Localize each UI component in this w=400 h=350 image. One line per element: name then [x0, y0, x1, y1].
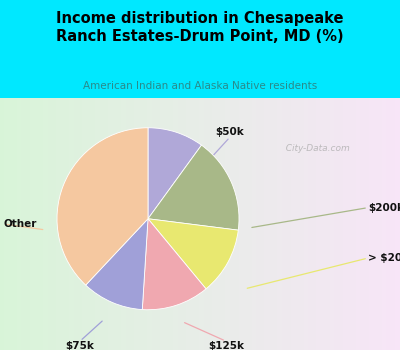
Wedge shape: [148, 128, 202, 219]
Text: $125k: $125k: [208, 341, 244, 350]
Text: > $200k: > $200k: [368, 253, 400, 263]
Wedge shape: [148, 219, 238, 289]
Text: $200k: $200k: [368, 203, 400, 212]
Text: City-Data.com: City-Data.com: [280, 144, 350, 153]
Wedge shape: [86, 219, 148, 309]
Wedge shape: [142, 219, 206, 310]
Wedge shape: [57, 128, 148, 285]
Text: Income distribution in Chesapeake
Ranch Estates-Drum Point, MD (%): Income distribution in Chesapeake Ranch …: [56, 10, 344, 44]
Text: $75k: $75k: [66, 341, 94, 350]
Text: $50k: $50k: [216, 127, 244, 137]
Text: American Indian and Alaska Native residents: American Indian and Alaska Native reside…: [83, 81, 317, 91]
Wedge shape: [148, 145, 239, 230]
Text: Other: Other: [4, 219, 37, 229]
